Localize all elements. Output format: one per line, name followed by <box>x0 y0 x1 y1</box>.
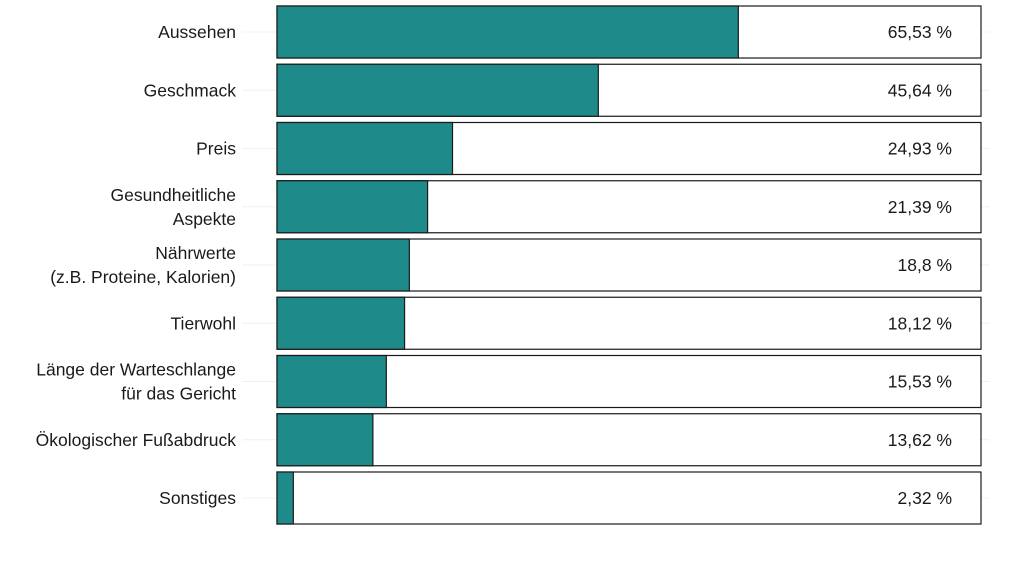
bar <box>276 354 387 409</box>
bar <box>276 180 429 234</box>
bar <box>276 296 406 350</box>
value-label: 65,53 % <box>888 22 952 42</box>
category-label: Länge der Warteschlange <box>36 360 236 380</box>
category-label: Sonstiges <box>159 488 236 508</box>
category-label: Aussehen <box>158 22 236 42</box>
value-label: 18,12 % <box>888 313 952 333</box>
category-label: Gesundheitliche <box>111 185 237 205</box>
bar <box>276 238 410 292</box>
bar-track <box>276 413 982 467</box>
category-label: Nährwerte <box>155 243 236 263</box>
category-label: Geschmack <box>144 80 237 100</box>
category-label: (z.B. Proteine, Kalorien) <box>50 267 236 287</box>
value-label: 45,64 % <box>888 80 952 100</box>
value-label: 13,62 % <box>888 430 952 450</box>
value-label: 18,8 % <box>898 255 952 275</box>
bar <box>276 121 454 176</box>
category-label: Aspekte <box>173 209 236 229</box>
bar <box>276 5 739 59</box>
value-label: 15,53 % <box>888 372 952 392</box>
value-label: 21,39 % <box>888 197 952 217</box>
bar <box>276 413 374 467</box>
category-label: Ökologischer Fußabdruck <box>36 430 237 450</box>
bar-track <box>276 354 982 409</box>
value-label: 24,93 % <box>888 139 952 159</box>
value-label: 2,32 % <box>898 488 952 508</box>
category-label: Preis <box>196 139 236 159</box>
category-label: für das Gericht <box>121 384 236 404</box>
bar <box>276 471 294 525</box>
bar-track <box>276 471 982 525</box>
bar <box>276 63 599 117</box>
category-label: Tierwohl <box>171 313 236 333</box>
